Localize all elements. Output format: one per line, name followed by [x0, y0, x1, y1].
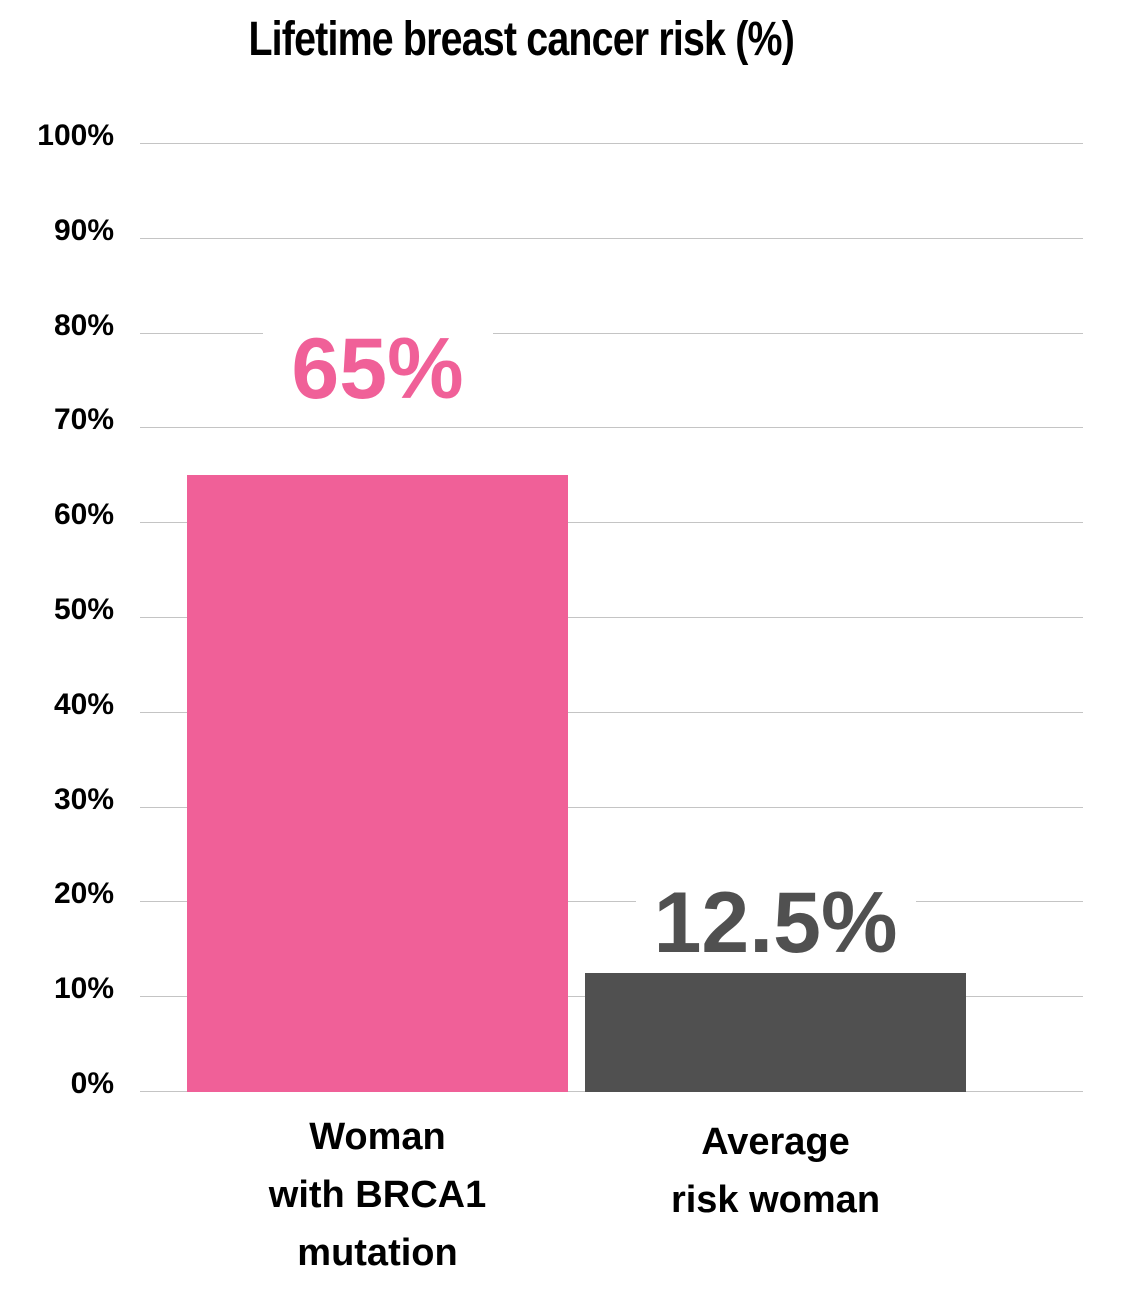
gridline: [140, 712, 1083, 713]
y-tick-label: 30%: [53, 783, 114, 816]
value-label: 65%: [262, 326, 493, 412]
gridline: [140, 238, 1083, 239]
y-tick-label: 90%: [53, 214, 114, 247]
gridline: [140, 333, 1083, 334]
y-tick-label: 80%: [53, 309, 114, 342]
y-tick-label: 100%: [37, 119, 114, 152]
x-category-label: Average risk woman: [670, 1121, 881, 1221]
y-tick-label: 60%: [53, 498, 114, 531]
chart-title: Lifetime breast cancer risk (%): [248, 13, 794, 66]
y-tick-label: 10%: [53, 972, 114, 1005]
y-tick-label: 0%: [70, 1067, 114, 1100]
bar: [187, 475, 568, 1092]
x-category-label: Woman with BRCA1 mutation: [268, 1116, 487, 1274]
gridline: [140, 901, 1083, 902]
y-tick-label: 50%: [53, 593, 114, 626]
y-tick-label: 40%: [53, 688, 114, 721]
gridline: [140, 807, 1083, 808]
gridline: [140, 522, 1083, 523]
y-tick-label: 20%: [53, 877, 114, 910]
gridline: [140, 143, 1083, 144]
bar: [585, 973, 966, 1092]
y-tick-label: 70%: [53, 403, 114, 436]
gridline: [140, 427, 1083, 428]
gridline: [140, 617, 1083, 618]
value-label: 12.5%: [635, 880, 916, 966]
